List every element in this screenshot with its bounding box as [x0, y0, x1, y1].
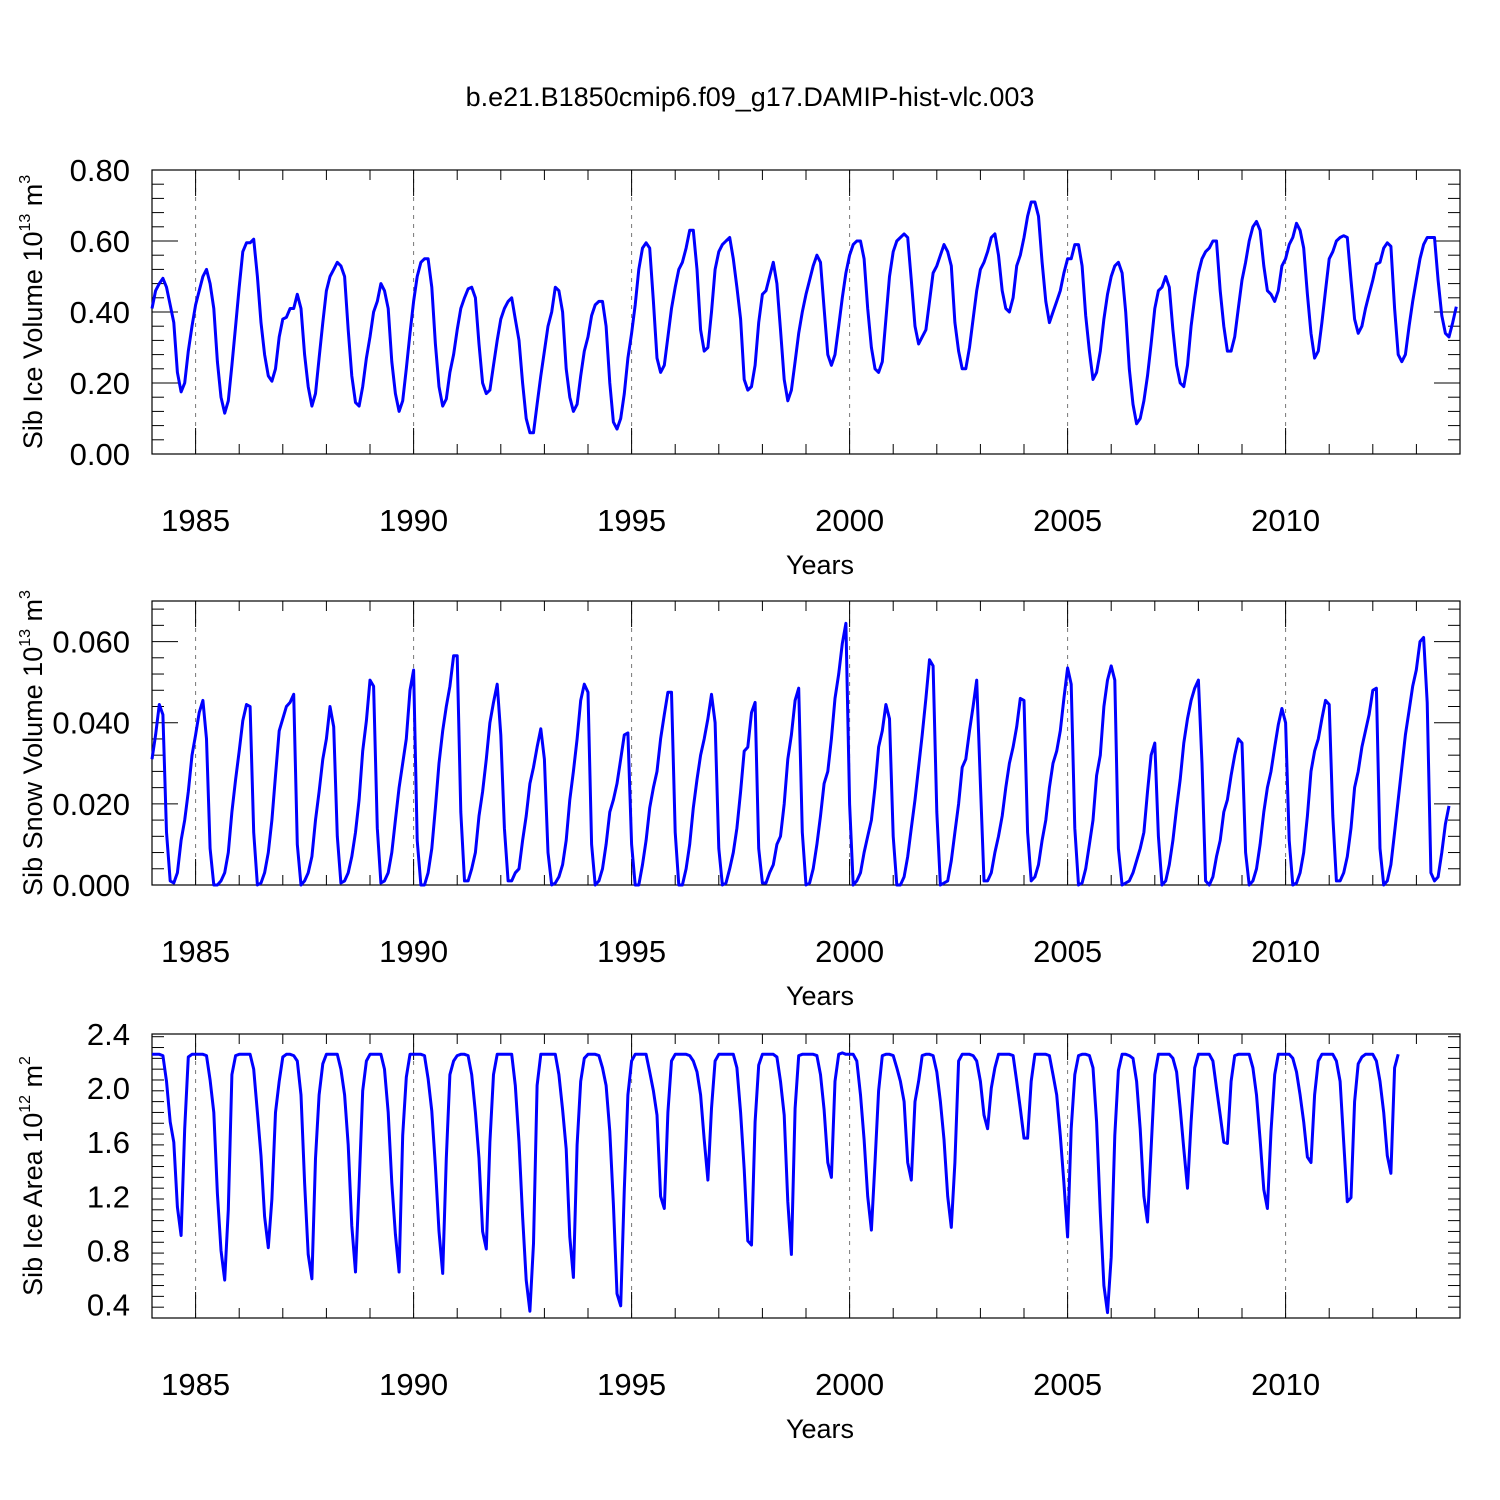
x-tick-label: 1985	[161, 1367, 230, 1402]
x-tick-label: 1985	[161, 934, 230, 969]
sib-ice-volume-panel: 0.00 0.20 0.40 0.60 0.80 1985 1990 1995 2000 2005…	[17, 153, 1461, 580]
figure-title: b.e21.B1850cmip6.f09_g17.DAMIP-hist-vlc.…	[466, 82, 1035, 112]
y-tick-label: 2.4	[87, 1017, 130, 1052]
x-axis-label: Years	[786, 550, 854, 580]
x-tick-label: 2010	[1251, 1367, 1320, 1402]
x-tick-label: 2005	[1033, 1367, 1102, 1402]
y-axis-label: Sib Ice Area 1012 m2	[17, 1056, 48, 1296]
y-tick-label: 0.60	[70, 224, 130, 259]
plot-frame	[151, 600, 1461, 886]
y-tick-label: 0.060	[52, 625, 130, 660]
y-tick-label: 0.00	[70, 437, 130, 472]
y-axis-label: Sib Snow Volume 1013 m3	[17, 590, 48, 896]
x-tick-label: 1990	[379, 934, 448, 969]
y-tick-label: 0.8	[87, 1233, 130, 1268]
x-tick-label: 1995	[597, 934, 666, 969]
x-tick-label: 2000	[815, 934, 884, 969]
series-line	[150, 200, 1458, 435]
y-tick-label: 0.80	[70, 153, 130, 188]
x-tick-label: 2010	[1251, 934, 1320, 969]
x-tick-label: 1995	[597, 1367, 666, 1402]
x-tick-label: 1990	[379, 1367, 448, 1402]
panels: 0.00 0.20 0.40 0.60 0.80 1985 1990 1995 2000 2005…	[17, 153, 1461, 1444]
sib-ice-area-panel: 0.4 0.8 1.2 1.6 2.0 2.4 1985 1990 1995 2000 2005 20…	[17, 1017, 1461, 1444]
y-tick-label: 0.040	[52, 706, 130, 741]
x-tick-label: 1995	[597, 503, 666, 538]
y-tick-label: 1.6	[87, 1125, 130, 1160]
x-tick-label: 2005	[1033, 934, 1102, 969]
x-tick-label: 2005	[1033, 503, 1102, 538]
y-tick-label: 0.4	[87, 1287, 130, 1322]
x-axis-label: Years	[786, 981, 854, 1011]
sib-snow-volume-panel: 0.000 0.020 0.040 0.060 1985 1990 1995 2000 2005…	[17, 590, 1461, 1011]
x-tick-label: 1985	[161, 503, 230, 538]
x-tick-label: 1990	[379, 503, 448, 538]
y-tick-label: 0.000	[52, 868, 130, 903]
x-tick-label: 2010	[1251, 503, 1320, 538]
y-tick-label: 0.020	[52, 787, 130, 822]
y-tick-label: 2.0	[87, 1071, 130, 1106]
x-axis-label: Years	[786, 1414, 854, 1444]
series-line	[150, 621, 1451, 887]
y-tick-label: 0.40	[70, 295, 130, 330]
x-tick-label: 2000	[815, 503, 884, 538]
y-axis-label: Sib Ice Volume 1013 m3	[17, 175, 48, 449]
plot-frame	[151, 1033, 1461, 1319]
plot-frame	[151, 169, 1461, 455]
y-tick-label: 0.20	[70, 366, 130, 401]
x-tick-label: 2000	[815, 1367, 884, 1402]
series-line	[152, 1051, 1400, 1315]
y-tick-label: 1.2	[87, 1179, 130, 1214]
